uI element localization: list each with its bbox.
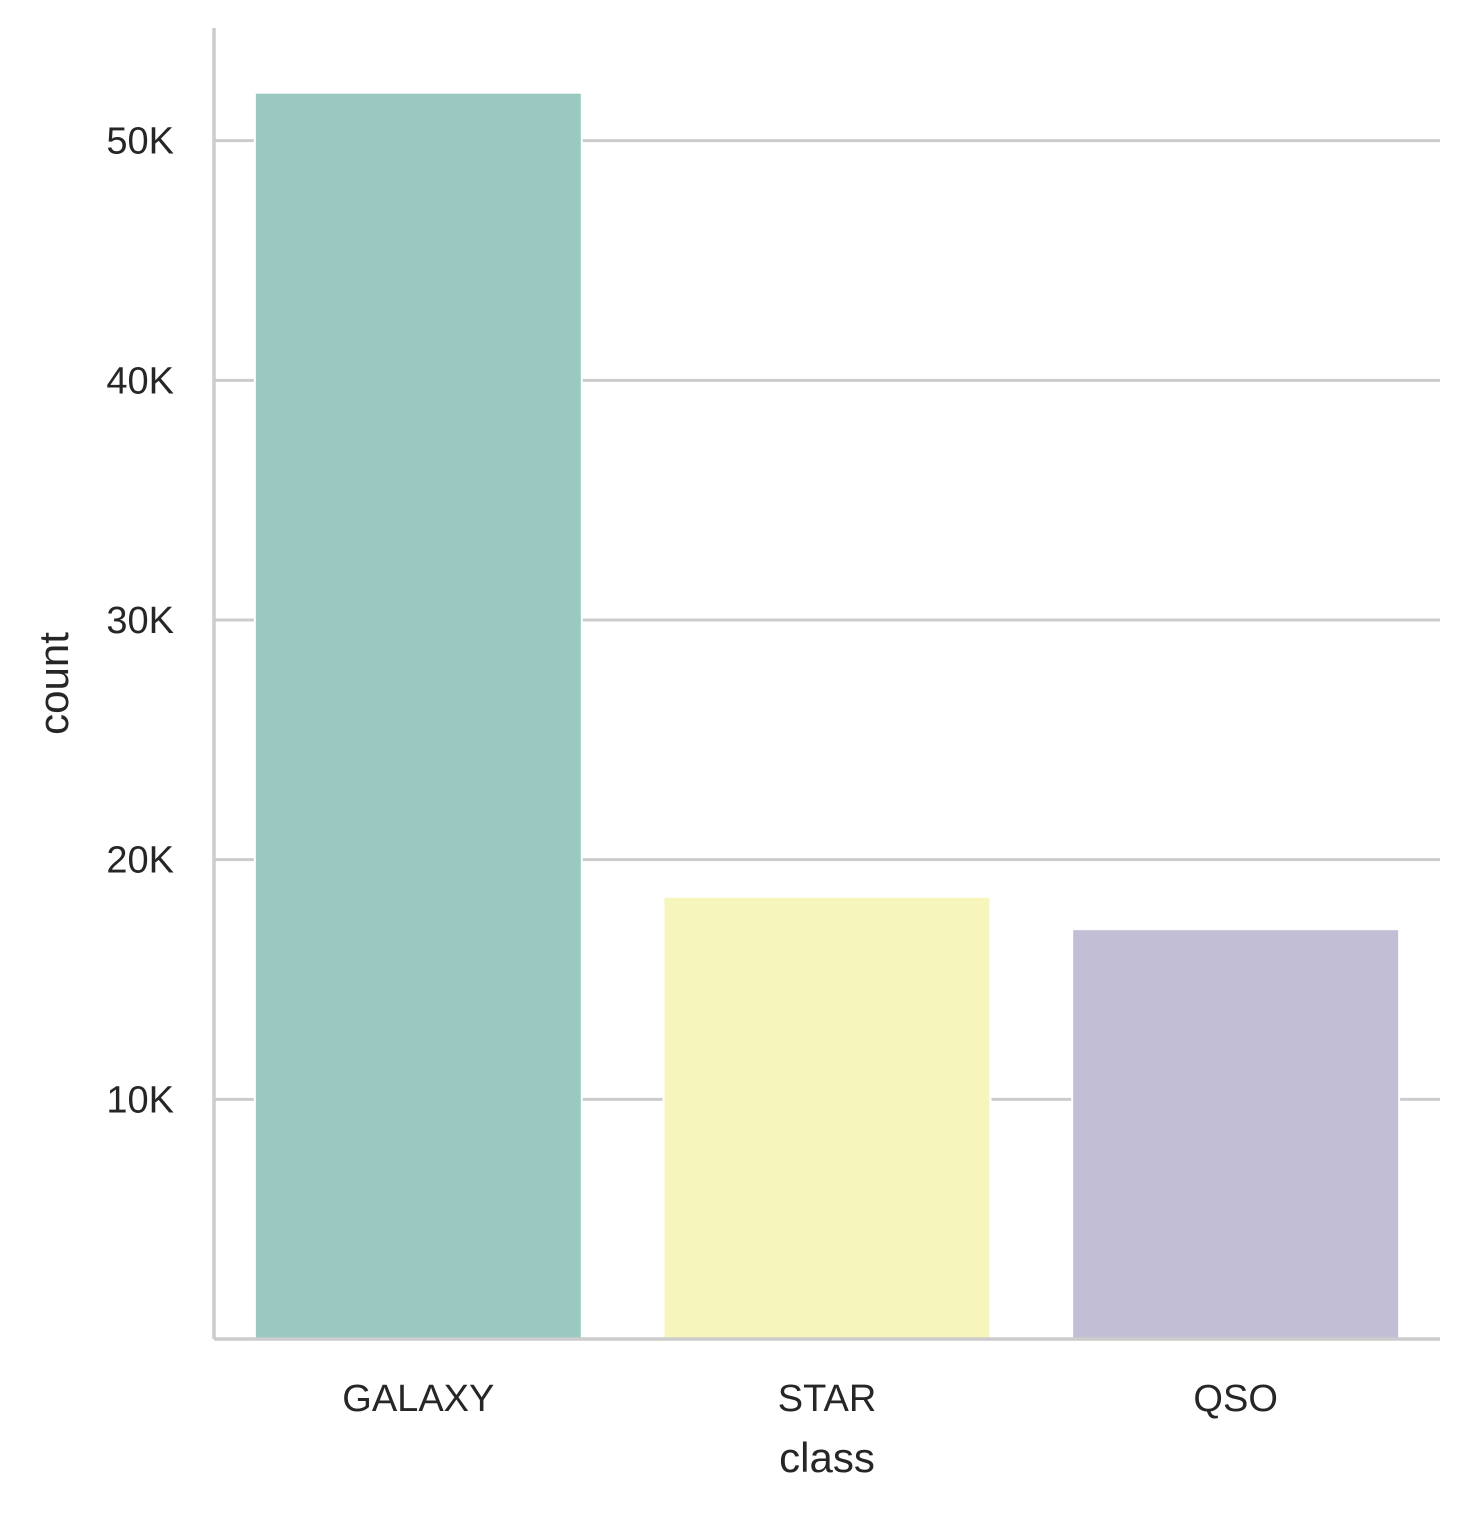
y-tick-label: 30K [106,600,174,642]
x-tick-label: STAR [778,1378,877,1420]
y-tick-label: 40K [106,360,174,402]
y-axis-label: count [30,632,77,735]
axes [212,28,1440,1341]
bar-galaxy [253,91,583,1340]
y-tick-label: 50K [106,121,174,163]
y-tick-label: 10K [106,1079,174,1121]
bar-star [662,895,992,1340]
y-ticks: 10K 20K 30K 40K 50K [106,121,174,1122]
x-tick-label: GALAXY [342,1378,494,1420]
x-axis-label: class [779,1434,875,1481]
x-tick-label: QSO [1193,1378,1277,1420]
bars [253,91,1401,1340]
bar-qso [1071,928,1401,1340]
x-ticks: GALAXY STAR QSO [342,1378,1278,1420]
y-tick-label: 20K [106,840,174,882]
